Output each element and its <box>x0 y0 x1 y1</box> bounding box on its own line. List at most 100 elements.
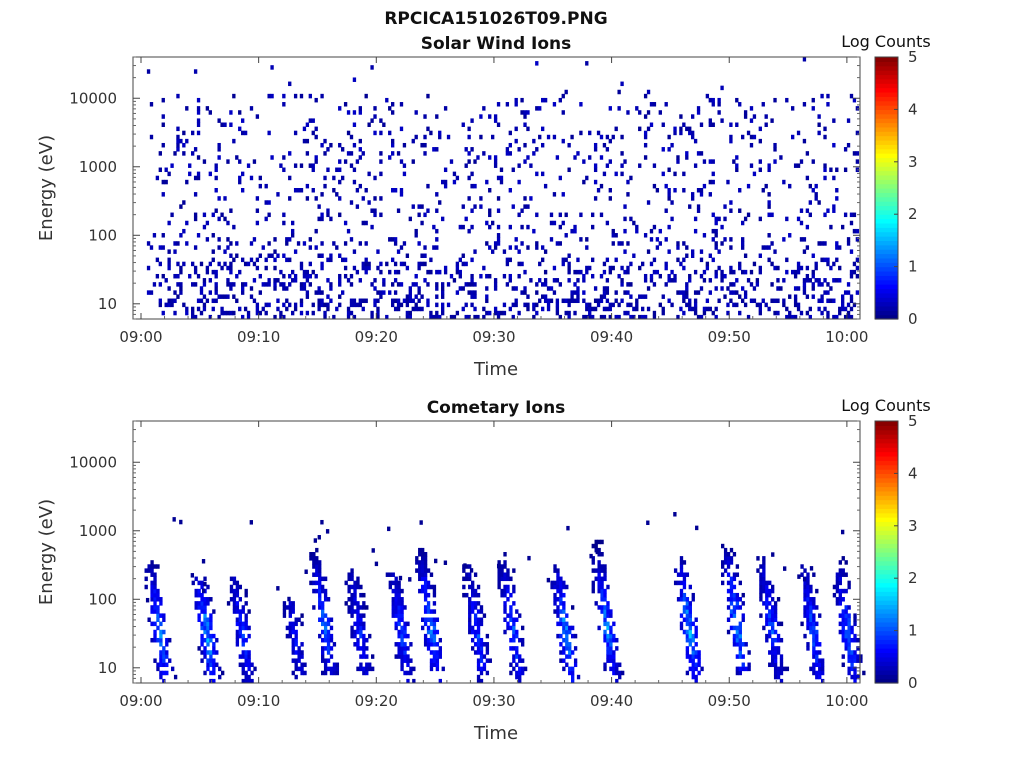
heatmap-cell <box>464 282 468 287</box>
heatmap-cell <box>582 179 586 185</box>
heatmap-cell <box>609 650 613 655</box>
heatmap-cell <box>364 241 368 246</box>
heatmap-cell <box>255 265 260 271</box>
heatmap-cell <box>423 597 428 602</box>
heatmap-cell <box>467 126 471 132</box>
heatmap-cell <box>515 654 519 659</box>
heatmap-cell <box>432 625 437 631</box>
heatmap-cell <box>315 547 319 553</box>
heatmap-cell <box>241 654 245 659</box>
heatmap-cell <box>391 605 395 610</box>
heatmap-cell <box>326 278 330 283</box>
heatmap-cell <box>161 273 165 279</box>
heatmap-cell <box>226 265 230 271</box>
heatmap-cell <box>294 650 298 655</box>
heatmap-cell <box>458 286 462 291</box>
heatmap-cell <box>500 568 504 573</box>
heatmap-cell <box>643 114 648 119</box>
heatmap-cell <box>353 609 357 614</box>
heatmap-cell <box>552 278 557 283</box>
heatmap-cell <box>676 245 680 250</box>
heatmap-cell <box>573 155 577 160</box>
heatmap-cell <box>485 658 490 663</box>
heatmap-cell <box>608 138 612 144</box>
heatmap-cell <box>423 212 427 218</box>
heatmap-cell <box>423 245 427 250</box>
heatmap-cell <box>820 298 824 304</box>
heatmap-cell <box>226 237 230 242</box>
heatmap-cell <box>620 282 624 287</box>
heatmap-cell <box>162 654 166 659</box>
heatmap-cell <box>815 662 819 668</box>
heatmap-cell <box>808 183 812 189</box>
heatmap-cell <box>617 314 621 320</box>
heatmap-cell <box>352 265 357 271</box>
heatmap-cell <box>844 629 848 635</box>
heatmap-cell <box>365 654 369 659</box>
colorbar-segment <box>875 473 898 479</box>
heatmap-cell <box>146 69 151 74</box>
heatmap-cell <box>205 220 210 226</box>
heatmap-cell <box>561 138 565 144</box>
heatmap-cell <box>320 212 324 218</box>
heatmap-cell <box>393 261 398 267</box>
heatmap-cell <box>852 269 857 275</box>
heatmap-cell <box>449 273 454 279</box>
heatmap-cell <box>288 302 292 308</box>
heatmap-cell <box>432 601 437 606</box>
heatmap-cell <box>293 278 298 283</box>
heatmap-cell <box>615 646 619 651</box>
heatmap-cell <box>556 621 560 627</box>
heatmap-cell <box>708 179 712 185</box>
heatmap-cell <box>746 278 751 283</box>
heatmap-cell <box>655 245 660 250</box>
heatmap-cell <box>338 273 342 279</box>
heatmap-cell <box>738 208 742 213</box>
heatmap-cell <box>843 290 848 295</box>
heatmap-cell <box>400 629 404 635</box>
heatmap-cell <box>593 298 598 304</box>
heatmap-cell <box>399 159 404 164</box>
heatmap-cell <box>232 605 237 610</box>
heatmap-cell <box>543 269 548 275</box>
heatmap-cell <box>543 298 548 304</box>
heatmap-cell <box>323 588 328 594</box>
heatmap-cell <box>299 93 304 99</box>
heatmap-cell <box>161 114 165 119</box>
heatmap-cell <box>841 637 845 643</box>
heatmap-cell <box>729 592 734 598</box>
heatmap-cell <box>711 159 715 164</box>
heatmap-cell <box>805 278 810 283</box>
heatmap-cell <box>394 605 398 610</box>
heatmap-cell <box>294 621 298 627</box>
heatmap-cell <box>617 302 621 308</box>
heatmap-cell <box>788 310 792 316</box>
heatmap-cell <box>726 179 730 185</box>
heatmap-cell <box>812 629 816 635</box>
heatmap-cell <box>282 314 286 320</box>
heatmap-cell <box>735 302 739 308</box>
heatmap-cell <box>812 621 816 627</box>
heatmap-cell <box>300 621 304 627</box>
colorbar-segment <box>875 586 898 592</box>
heatmap-cell <box>515 674 519 680</box>
heatmap-cell <box>688 609 692 614</box>
heatmap-cell <box>732 592 737 598</box>
heatmap-cell <box>529 278 533 283</box>
heatmap-cell <box>361 151 365 156</box>
heatmap-cell <box>346 110 351 115</box>
x-tick-label: 10:00 <box>825 692 868 710</box>
heatmap-cell <box>815 642 819 647</box>
heatmap-cell <box>511 167 515 173</box>
heatmap-cell <box>356 613 360 618</box>
heatmap-cell <box>443 179 448 185</box>
heatmap-cell <box>782 298 786 304</box>
heatmap-cell <box>832 278 836 283</box>
heatmap-cell <box>499 310 504 316</box>
heatmap-cell <box>682 584 687 590</box>
heatmap-cell <box>203 581 207 587</box>
heatmap-cell <box>326 617 331 622</box>
heatmap-cell <box>570 228 574 234</box>
heatmap-cell <box>558 97 562 103</box>
heatmap-cell <box>620 151 624 156</box>
